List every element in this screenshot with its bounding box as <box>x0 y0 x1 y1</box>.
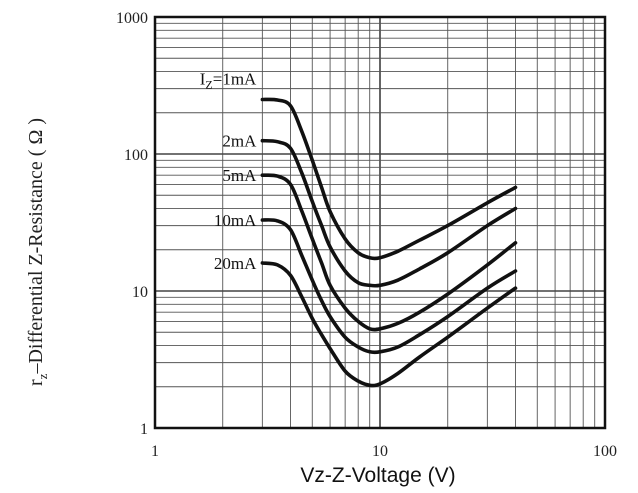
y-axis-title-sub: z <box>35 373 50 379</box>
x-tick-label: 100 <box>593 443 617 460</box>
series-label: IZ=1mA <box>200 69 257 91</box>
series-label: 10mA <box>214 211 257 230</box>
series-labels: IZ=1mA 2mA 5mA 10mA 20mA <box>200 69 257 273</box>
y-axis-title-main: r <box>25 379 47 386</box>
x-axis-title: Vz-Z-Voltage (V) <box>300 464 455 487</box>
series-line <box>260 173 518 332</box>
x-tick-label: 1 <box>151 443 159 460</box>
series-line <box>260 97 518 261</box>
plot-frame <box>153 15 607 430</box>
series-line <box>260 261 518 388</box>
tick-labels: 1 10 100 1 10 100 1000 <box>116 10 617 460</box>
y-tick-label: 10 <box>132 284 148 301</box>
series-label: 20mA <box>214 254 257 273</box>
x-tick-label: 10 <box>372 443 388 460</box>
y-tick-label: 100 <box>124 147 148 164</box>
y-tick-label: 1 <box>140 421 148 438</box>
series-label: 2mA <box>222 132 257 151</box>
curves <box>260 97 518 388</box>
y-axis-title-rest: –Differential Z-Resistance ( Ω ) <box>25 118 47 375</box>
y-tick-label: 1000 <box>116 10 148 27</box>
y-axis-title: rz–Differential Z-Resistance ( Ω ) <box>25 118 50 386</box>
series-label: 5mA <box>222 166 257 185</box>
series-line <box>260 138 518 288</box>
series-line <box>260 218 518 355</box>
grid <box>155 17 605 428</box>
